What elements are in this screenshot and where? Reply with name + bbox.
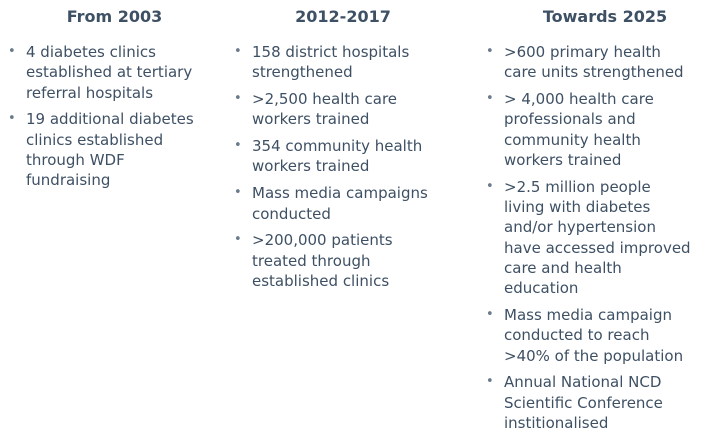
bullet-icon: • — [486, 307, 494, 323]
bullet-icon: • — [234, 91, 242, 107]
bullet-list: • 4 diabetes clinics established at terti… — [7, 42, 222, 191]
bullet-icon: • — [486, 374, 494, 390]
column-towards-2025: Towards 2025 • >600 primary health care u… — [485, 6, 725, 440]
list-item: • 19 additional diabetes clinics establis… — [8, 110, 194, 190]
list-item: • 354 community health workers trained — [234, 137, 423, 176]
bullet-icon: • — [234, 185, 242, 201]
bullet-list: • 158 district hospitals strengthened • >2… — [233, 42, 453, 291]
list-item: • Annual National NCD Scientific Conferen… — [486, 373, 663, 433]
bullet-icon: • — [486, 44, 494, 59]
column-heading: Towards 2025 — [542, 7, 668, 26]
list-item: • >600 primary health care units strength… — [486, 43, 684, 82]
bullet-icon: • — [8, 111, 16, 127]
column-heading: From 2003 — [66, 7, 163, 26]
list-item: • > 4,000 health care professionals and c… — [486, 90, 654, 169]
list-item: • >200,000 patients treated through estab… — [234, 231, 393, 290]
list-item: • Mass media campaign conducted to reach … — [486, 306, 684, 365]
bullet-icon: • — [234, 232, 242, 248]
bullet-icon: • — [486, 91, 494, 107]
list-item: • >2.5 million people living with diabete… — [486, 177, 691, 298]
bullet-icon: • — [8, 44, 16, 59]
list-item: • 158 district hospitals strengthened — [234, 43, 410, 82]
column-heading: 2012-2017 — [295, 7, 391, 26]
bullet-icon: • — [486, 178, 494, 194]
bullet-icon: • — [234, 44, 242, 59]
list-item: • >2,500 health care workers trained — [234, 90, 398, 129]
column-from-2003: From 2003 • 4 diabetes clinics establishe… — [7, 6, 222, 197]
list-item: • Mass media campaigns conducted — [234, 184, 428, 223]
column-2012-2017: 2012-2017 • 158 district hospitals streng… — [233, 6, 453, 298]
list-item: • 4 diabetes clinics established at terti… — [8, 43, 193, 102]
bullet-list: • >600 primary health care units strength… — [485, 42, 725, 433]
bullet-icon: • — [234, 138, 242, 154]
